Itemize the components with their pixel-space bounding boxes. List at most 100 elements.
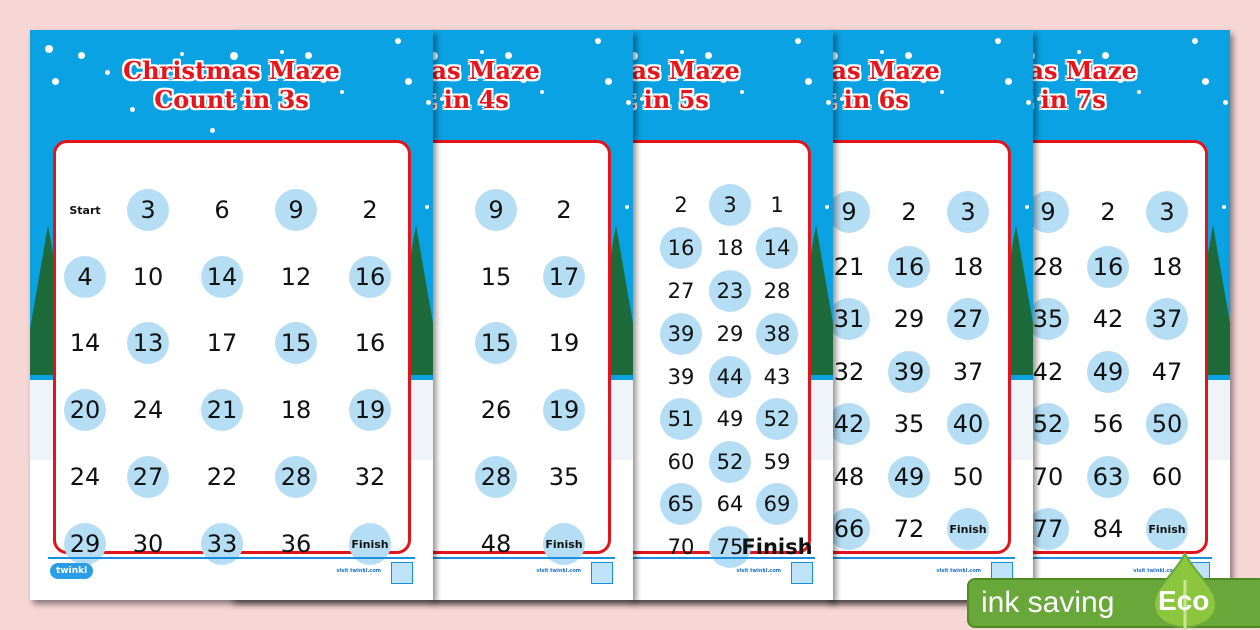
maze-cell[interactable]: 28 — [275, 456, 317, 498]
maze-cell[interactable]: 2 — [362, 196, 378, 224]
maze-cell[interactable]: 16 — [1087, 246, 1129, 288]
maze-cell[interactable]: 50 — [952, 463, 984, 491]
maze-cell[interactable]: 36 — [280, 530, 312, 558]
maze-cell[interactable]: 3 — [947, 191, 989, 233]
maze-cell[interactable]: 16 — [354, 329, 386, 357]
maze-cell[interactable]: 27 — [667, 279, 695, 303]
maze-cell[interactable]: 63 — [1087, 456, 1129, 498]
maze-cell[interactable]: 35 — [548, 463, 580, 491]
maze-cell[interactable]: 2 — [556, 196, 572, 224]
maze-cell[interactable]: 1 — [770, 193, 784, 217]
maze-cell[interactable]: Finish — [741, 535, 813, 559]
maze-cell[interactable]: 44 — [709, 356, 751, 398]
maze-cell[interactable]: 18 — [1151, 253, 1183, 281]
maze-cell[interactable]: 49 — [716, 407, 744, 431]
maze-cell[interactable]: 15 — [480, 263, 512, 291]
maze-cell[interactable]: Finish — [1146, 508, 1188, 550]
maze-cell[interactable]: 22 — [206, 463, 238, 491]
maze-cell[interactable]: 16 — [660, 227, 702, 269]
maze-cell[interactable]: 18 — [280, 396, 312, 424]
maze-cell[interactable]: 29 — [893, 305, 925, 333]
maze-cell[interactable]: 18 — [716, 236, 744, 260]
maze-cell[interactable]: 69 — [756, 483, 798, 525]
maze-cell[interactable]: 47 — [1151, 358, 1183, 386]
maze-cell[interactable]: Start — [69, 203, 101, 217]
maze-cell[interactable]: 2 — [674, 193, 688, 217]
maze-cell[interactable]: 15 — [475, 322, 517, 364]
maze-cell[interactable]: 32 — [354, 463, 386, 491]
maze-cell[interactable]: 15 — [275, 322, 317, 364]
maze-cell[interactable]: 49 — [888, 456, 930, 498]
maze-cell[interactable]: 27 — [127, 456, 169, 498]
maze-cell[interactable]: 24 — [132, 396, 164, 424]
maze-cell[interactable]: 77 — [1027, 508, 1069, 550]
maze-cell[interactable]: Finish — [947, 508, 989, 550]
maze-cell[interactable]: 66 — [828, 508, 870, 550]
maze-cell[interactable]: 24 — [69, 463, 101, 491]
maze-cell[interactable]: 52 — [709, 441, 751, 483]
maze-cell[interactable]: 9 — [475, 189, 517, 231]
maze-cell[interactable]: 2 — [1100, 198, 1116, 226]
maze-cell[interactable]: 3 — [127, 189, 169, 231]
maze-cell[interactable]: 84 — [1092, 515, 1124, 543]
maze-cell[interactable]: 52 — [756, 398, 798, 440]
maze-cell[interactable]: 60 — [1151, 463, 1183, 491]
maze-cell[interactable]: 3 — [1146, 191, 1188, 233]
maze-cell[interactable]: 59 — [763, 450, 791, 474]
maze-cell[interactable]: 42 — [1092, 305, 1124, 333]
maze-cell[interactable]: 56 — [1092, 410, 1124, 438]
maze-cell[interactable]: 6 — [214, 196, 230, 224]
maze-cell[interactable]: 14 — [756, 227, 798, 269]
maze-cell[interactable]: 32 — [833, 358, 865, 386]
maze-cell[interactable]: 49 — [1087, 351, 1129, 393]
maze-cell[interactable]: 31 — [828, 298, 870, 340]
maze-cell[interactable]: 43 — [763, 365, 791, 389]
maze-cell[interactable]: 26 — [480, 396, 512, 424]
maze-cell[interactable]: 40 — [947, 403, 989, 445]
maze-cell[interactable]: 9 — [1027, 191, 1069, 233]
maze-cell[interactable]: 4 — [64, 256, 106, 298]
maze-cell[interactable]: 17 — [543, 256, 585, 298]
maze-cell[interactable]: 38 — [756, 313, 798, 355]
maze-cell[interactable]: 18 — [952, 253, 984, 281]
maze-cell[interactable]: 14 — [201, 256, 243, 298]
maze-cell[interactable]: 12 — [280, 263, 312, 291]
maze-cell[interactable]: 2 — [901, 198, 917, 226]
maze-cell[interactable]: 28 — [475, 456, 517, 498]
maze-cell[interactable]: 29 — [716, 322, 744, 346]
maze-cell[interactable]: 35 — [1027, 298, 1069, 340]
maze-cell[interactable]: 64 — [716, 492, 744, 516]
maze-cell[interactable]: 51 — [660, 398, 702, 440]
maze-cell[interactable]: 13 — [127, 322, 169, 364]
maze-cell[interactable]: 39 — [660, 313, 702, 355]
maze-cell[interactable]: 27 — [947, 298, 989, 340]
maze-cell[interactable]: 37 — [1146, 298, 1188, 340]
maze-cell[interactable]: 21 — [833, 253, 865, 281]
maze-cell[interactable]: 70 — [1032, 463, 1064, 491]
maze-cell[interactable]: 30 — [132, 530, 164, 558]
maze-cell[interactable]: 19 — [543, 389, 585, 431]
maze-cell[interactable]: 23 — [709, 270, 751, 312]
maze-cell[interactable]: 42 — [1032, 358, 1064, 386]
maze-cell[interactable]: 20 — [64, 389, 106, 431]
maze-cell[interactable]: 48 — [833, 463, 865, 491]
maze-cell[interactable]: 10 — [132, 263, 164, 291]
maze-cell[interactable]: 39 — [667, 365, 695, 389]
maze-cell[interactable]: 3 — [709, 184, 751, 226]
maze-cell[interactable]: 52 — [1027, 403, 1069, 445]
maze-cell[interactable]: 21 — [201, 389, 243, 431]
maze-cell[interactable]: 14 — [69, 329, 101, 357]
maze-cell[interactable]: 35 — [893, 410, 925, 438]
maze-cell[interactable]: 9 — [828, 191, 870, 233]
maze-cell[interactable]: 39 — [888, 351, 930, 393]
maze-cell[interactable]: 19 — [349, 389, 391, 431]
maze-cell[interactable]: 42 — [828, 403, 870, 445]
maze-cell[interactable]: 60 — [667, 450, 695, 474]
maze-cell[interactable]: 65 — [660, 483, 702, 525]
maze-cell[interactable]: 16 — [888, 246, 930, 288]
maze-cell[interactable]: 17 — [206, 329, 238, 357]
maze-cell[interactable]: 28 — [763, 279, 791, 303]
maze-cell[interactable]: 28 — [1032, 253, 1064, 281]
maze-cell[interactable]: 70 — [667, 535, 695, 559]
maze-cell[interactable]: 50 — [1146, 403, 1188, 445]
